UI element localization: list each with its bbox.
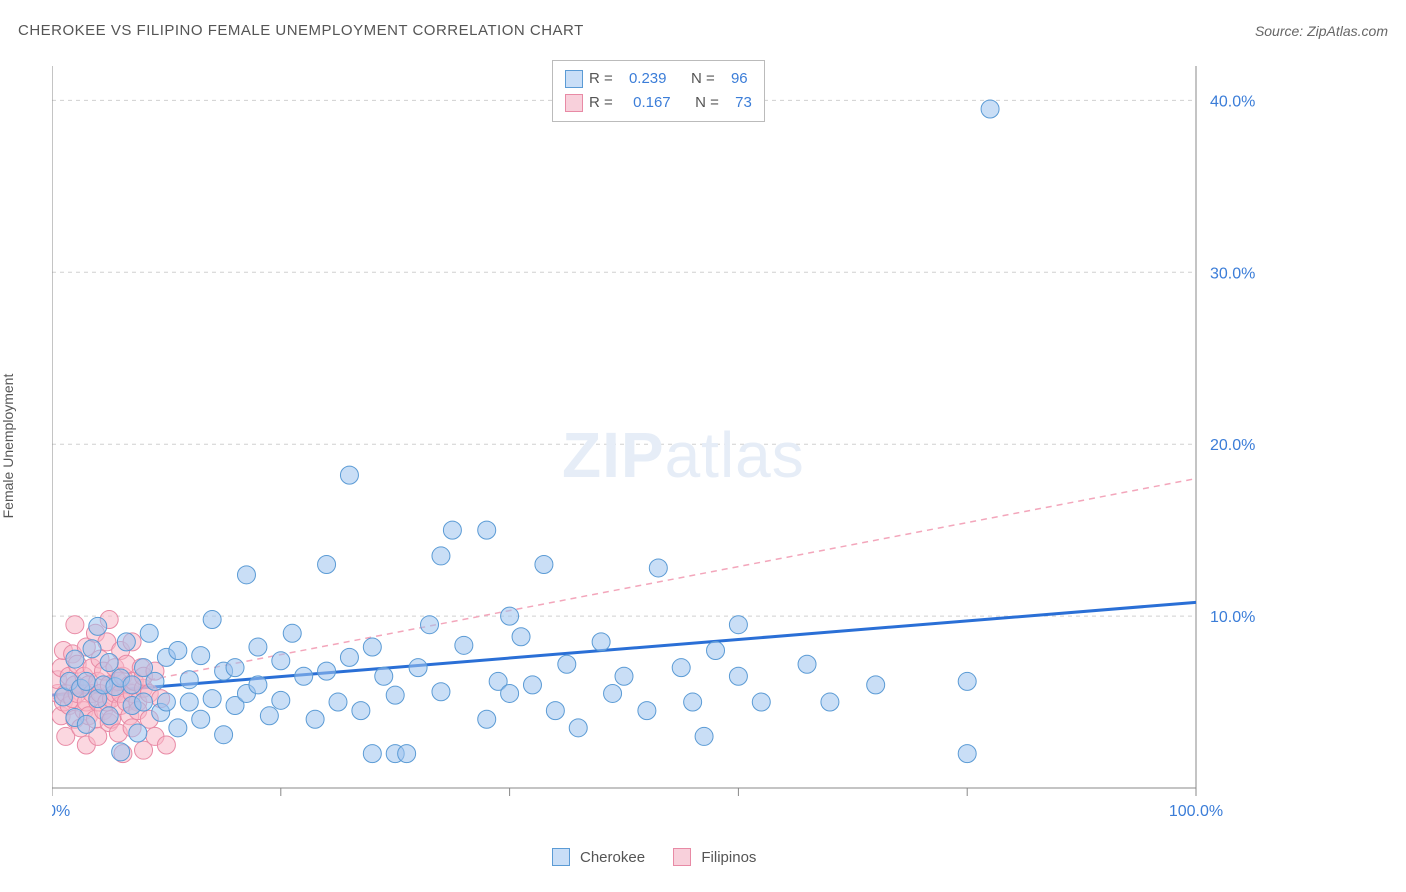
series-legend: Cherokee Filipinos [552,848,756,866]
source-attribution: Source: ZipAtlas.com [1255,23,1388,39]
legend-swatch-cherokee-icon [552,848,570,866]
swatch-filipinos-icon [565,94,583,112]
svg-text:0.0%: 0.0% [52,803,70,820]
stats-legend: R = 0.239 N = 96 R = 0.167 N = 73 [552,60,765,122]
svg-text:40.0%: 40.0% [1210,93,1255,110]
stats-row-cherokee: R = 0.239 N = 96 [565,67,752,91]
legend-swatch-filipinos-icon [673,848,691,866]
scatter-plot: 10.0% 20.0% 30.0% 40.0% 0.0% 100.0% [52,58,1296,828]
legend-label-cherokee: Cherokee [580,849,645,866]
chart-area: ZIPatlas 10.0%20.0%30.0%40.0%0.0%100.0% … [52,58,1296,828]
svg-text:100.0%: 100.0% [1169,803,1223,820]
stats-row-filipinos: R = 0.167 N = 73 [565,91,752,115]
chart-title: CHEROKEE VS FILIPINO FEMALE UNEMPLOYMENT… [18,22,584,39]
svg-text:20.0%: 20.0% [1210,437,1255,454]
y-axis-label: Female Unemployment [0,374,16,519]
swatch-cherokee-icon [565,70,583,88]
svg-text:30.0%: 30.0% [1210,265,1255,282]
svg-text:10.0%: 10.0% [1210,609,1255,626]
legend-label-filipinos: Filipinos [701,849,756,866]
